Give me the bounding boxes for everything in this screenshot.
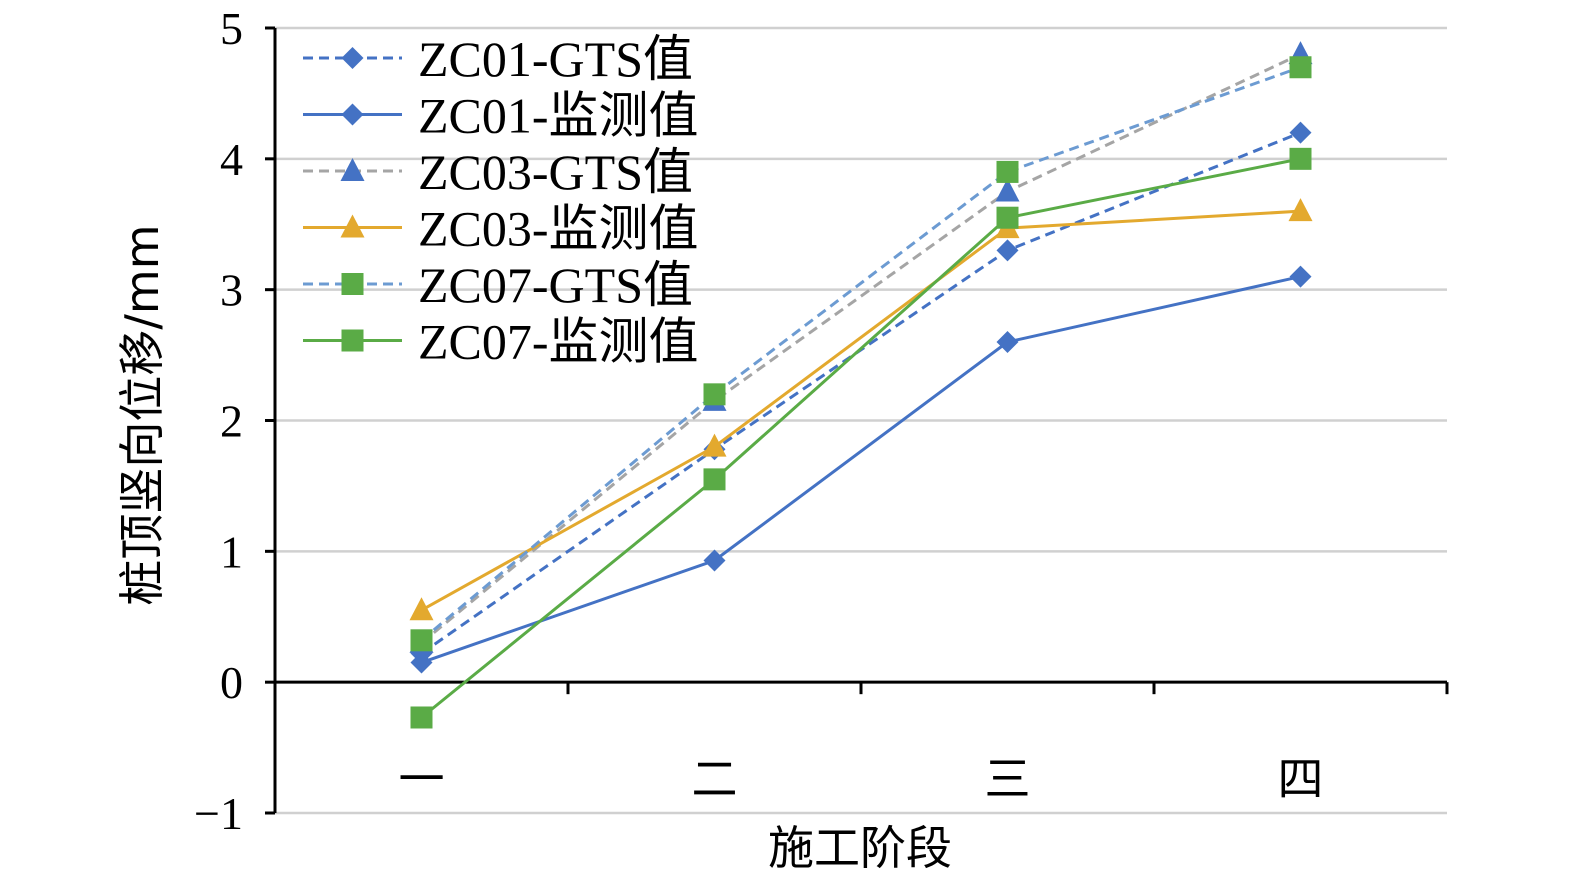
legend-item: ZC07-监测值: [303, 314, 699, 370]
grid-lines: [275, 26, 1447, 815]
legend-label: ZC07-监测值: [418, 314, 699, 370]
series-line: [420, 157, 1301, 719]
legend-marker: [341, 329, 364, 352]
legend-marker: [341, 103, 364, 126]
series-line: [421, 275, 1301, 664]
legend-marker: [340, 158, 365, 181]
y-tick-label: 2: [220, 396, 243, 447]
data-point: [1289, 56, 1312, 79]
x-tick-label: 二: [692, 752, 738, 806]
legend-marker: [341, 47, 364, 69]
data-point: [1289, 121, 1312, 144]
y-tick-label: −1: [194, 788, 243, 839]
y-tick-label: 0: [220, 657, 243, 708]
series-4: [410, 56, 1312, 652]
series-3: [409, 198, 1313, 621]
y-tick-label: 1: [220, 526, 243, 577]
legend-item: ZC03-监测值: [303, 201, 699, 257]
legend-label: ZC03-监测值: [418, 201, 699, 257]
data-point: [703, 468, 726, 491]
legend: ZC01-GTS值ZC01-监测值ZC03-GTS值ZC03-监测值ZC07-G…: [303, 31, 699, 370]
legend-marker: [340, 214, 365, 238]
data-point: [703, 383, 726, 406]
x-tick-label: 一: [399, 752, 445, 806]
data-point: [702, 433, 727, 457]
legend-item: ZC07-GTS值: [303, 257, 693, 313]
series-line: [420, 209, 1301, 612]
legend-item: ZC03-GTS值: [303, 144, 693, 200]
axes: 5 4 3 2 1 0 −1 一 二 三 四: [194, 3, 1449, 839]
data-point: [409, 597, 434, 621]
y-tick-label: 3: [220, 265, 243, 316]
legend-item: ZC01-监测值: [303, 88, 699, 144]
series-line: [420, 65, 1302, 642]
x-tick-label: 四: [1278, 752, 1324, 806]
data-point: [995, 178, 1020, 202]
x-tick-label: 三: [985, 752, 1031, 806]
series-layer: [409, 41, 1313, 729]
data-point: [410, 629, 433, 652]
data-point: [410, 706, 433, 729]
series-line: [420, 52, 1302, 645]
data-point: [703, 549, 726, 572]
y-axis-label: 桩顶竖向位移/mm: [115, 224, 169, 605]
data-point: [996, 239, 1019, 262]
data-point: [996, 206, 1019, 229]
legend-label: ZC01-监测值: [418, 88, 699, 144]
data-point: [996, 331, 1019, 353]
data-point: [1289, 147, 1312, 170]
y-tick-label: 4: [220, 134, 243, 185]
data-point: [1289, 265, 1312, 288]
legend-label: ZC07-GTS值: [418, 257, 693, 313]
legend-marker: [341, 273, 364, 295]
legend-label: ZC03-GTS值: [418, 144, 693, 200]
data-point: [1288, 198, 1313, 222]
series-1: [410, 265, 1312, 674]
y-tick-label: 5: [220, 3, 243, 54]
legend-label: ZC01-GTS值: [418, 31, 693, 87]
x-axis-label: 施工阶段: [768, 821, 952, 875]
legend-item: ZC01-GTS值: [303, 31, 693, 87]
series-5: [410, 147, 1312, 729]
data-point: [996, 160, 1019, 183]
data-point: [410, 651, 433, 674]
